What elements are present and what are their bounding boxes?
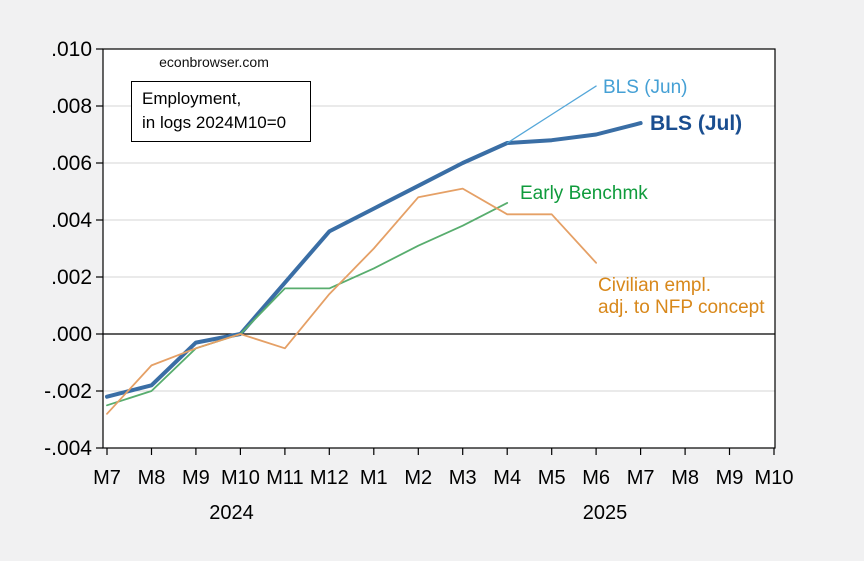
x-tick-label: M12	[310, 467, 349, 489]
x-tick-label: M9	[182, 467, 210, 489]
series-label-early-benchmk: Early Benchmk	[520, 183, 648, 204]
series-label-civilian-line1: Civilian empl.	[598, 275, 711, 296]
x-tick-label: M3	[449, 467, 477, 489]
x-tick-label: M8	[138, 467, 166, 489]
plot-frame	[102, 48, 776, 449]
bls-jul-line	[105, 121, 643, 399]
x-tick-label: M8	[671, 467, 699, 489]
x-tick-label: M2	[404, 467, 432, 489]
y-tick-label: -.002	[44, 380, 92, 403]
y-tick-label: .008	[51, 95, 92, 118]
year-label: 2024	[209, 502, 254, 524]
x-tick-label: M5	[538, 467, 566, 489]
x-tick-label: M11	[266, 467, 303, 489]
y-tick-label: .004	[51, 209, 92, 232]
chart-note-box: Employment, in logs 2024M10=0	[131, 81, 311, 142]
note-line-2: in logs 2024M10=0	[142, 113, 287, 132]
early-benchmk-line	[106, 201, 509, 407]
watermark: econbrowser.com	[159, 54, 269, 70]
y-tick-label: .006	[51, 152, 92, 175]
series-label-civilian: Civilian empl. adj. to NFP concept	[598, 275, 765, 319]
note-line-1: Employment,	[142, 89, 242, 108]
y-tick-label: .002	[51, 266, 92, 289]
x-tick-label: M6	[582, 467, 610, 489]
x-tick-label: M4	[493, 467, 521, 489]
x-tick-label: M7	[93, 467, 121, 489]
series-label-bls-jul: BLS (Jul)	[650, 112, 743, 135]
x-tick-label: M10	[755, 467, 794, 489]
y-tick-label: -.004	[44, 437, 92, 460]
y-tick-label: .000	[51, 323, 92, 346]
x-tick-label: M7	[627, 467, 655, 489]
civilian-empl-adj-to-nfp-concept-line	[106, 187, 597, 415]
bls-jun-line	[506, 85, 597, 144]
x-tick-label: M10	[221, 467, 260, 489]
year-label: 2025	[583, 502, 628, 524]
series-label-civilian-line2: adj. to NFP concept	[598, 297, 765, 318]
x-tick-label: M9	[716, 467, 744, 489]
series-label-bls-jun: BLS (Jun)	[603, 77, 688, 98]
x-tick-label: M1	[360, 467, 388, 489]
y-tick-label: .010	[51, 38, 92, 61]
